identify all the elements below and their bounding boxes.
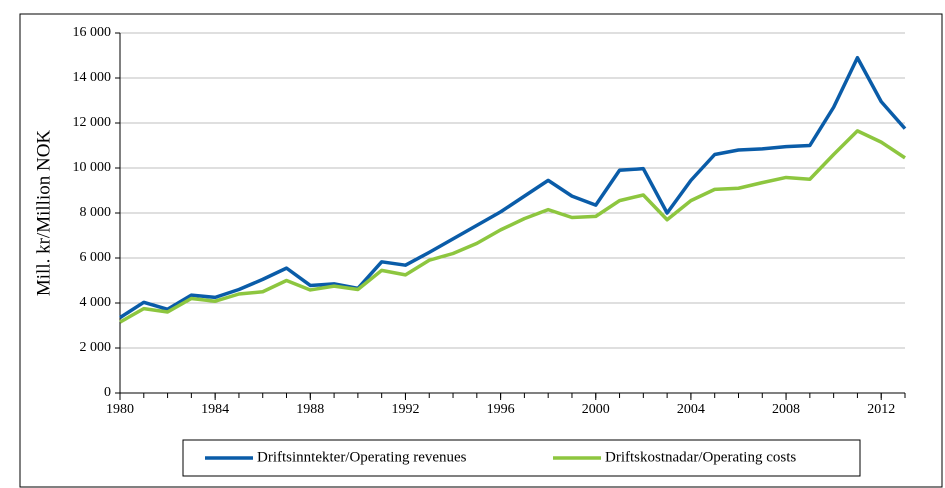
x-tick-label: 1988 — [296, 402, 324, 417]
legend-label: Driftskostnadar/Operating costs — [605, 449, 796, 465]
y-tick-label: 2 000 — [80, 340, 112, 355]
x-tick-label: 2008 — [772, 402, 800, 417]
x-tick-label: 2000 — [582, 402, 610, 417]
y-tick-label: 16 000 — [73, 25, 112, 40]
y-tick-label: 6 000 — [80, 250, 112, 265]
x-tick-label: 1996 — [487, 402, 515, 417]
y-tick-label: 0 — [104, 385, 111, 400]
y-tick-label: 4 000 — [80, 295, 112, 310]
y-tick-label: 8 000 — [80, 205, 112, 220]
series-line — [119, 129, 906, 324]
x-tick-label: 1980 — [106, 402, 134, 417]
x-tick-label: 2012 — [867, 402, 895, 417]
y-tick-label: 14 000 — [73, 70, 112, 85]
legend-label: Driftsinntekter/Operating revenues — [257, 449, 467, 465]
x-tick-label: 1984 — [201, 402, 229, 417]
x-tick-label: 1992 — [391, 402, 419, 417]
y-tick-label: 12 000 — [73, 115, 112, 130]
legend-frame — [182, 439, 861, 477]
chart-frame — [19, 13, 943, 488]
x-tick-label: 2004 — [677, 402, 705, 417]
y-tick-label: 10 000 — [73, 160, 112, 175]
series-line — [119, 56, 907, 320]
y-axis-label: Mill. kr/Million NOK — [33, 130, 54, 297]
